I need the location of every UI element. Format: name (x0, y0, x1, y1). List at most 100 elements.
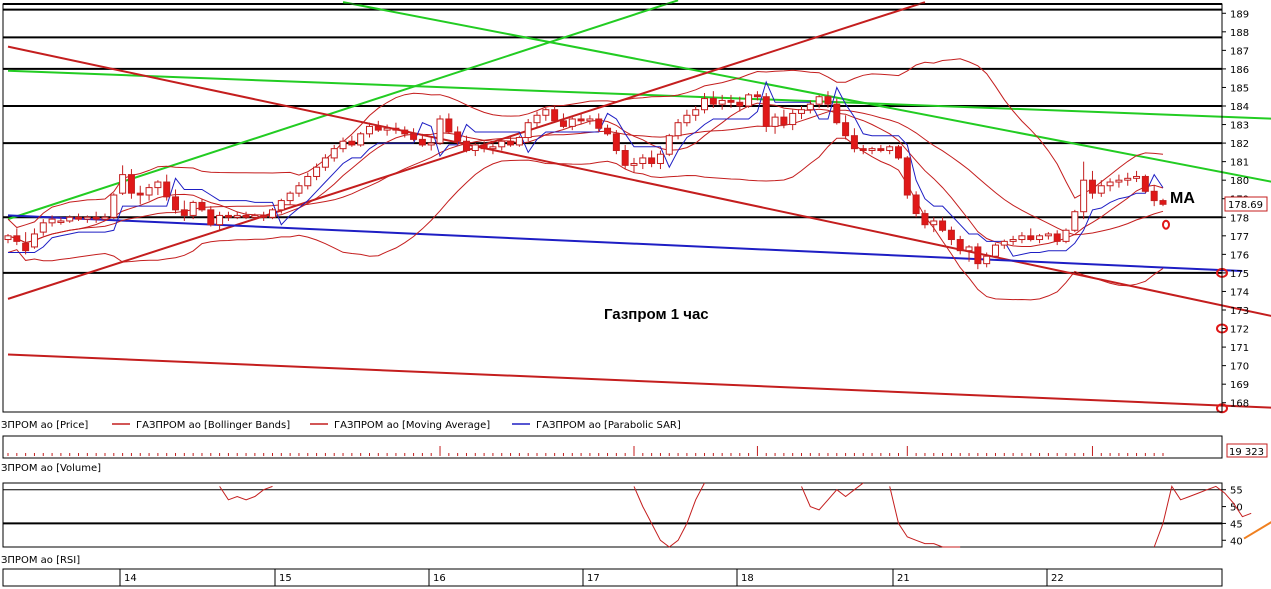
candle-body-down (850, 135, 858, 150)
candle (771, 113, 779, 134)
candle-body-down (947, 229, 955, 241)
candle-body-up (489, 146, 497, 150)
candle (383, 124, 391, 136)
bollinger-lower-line (7, 137, 1164, 301)
last-price-tag: 178.69 (1224, 196, 1268, 212)
candle (850, 128, 858, 153)
candle (727, 94, 735, 108)
candle-body-down (163, 181, 171, 198)
candle-body-down (859, 148, 867, 152)
candle (894, 144, 902, 160)
candle-body-down (595, 118, 603, 129)
candle (401, 126, 409, 138)
price-levels (3, 3, 1222, 274)
candle-body-down (956, 239, 964, 252)
candle-body-down (577, 118, 585, 122)
candle (868, 146, 876, 155)
candle-body-up (815, 96, 823, 105)
candle-body-down (903, 157, 911, 196)
candle-body-up (251, 214, 259, 218)
volume-bars (7, 446, 1164, 456)
time-axis-frame (2, 568, 1223, 587)
time-tick-label: 17 (587, 573, 600, 584)
candle-body-up (295, 185, 303, 194)
candle-body-up (665, 135, 673, 155)
candle (947, 226, 955, 246)
candle (930, 217, 938, 233)
ma-label: MA (1170, 190, 1195, 207)
candle-body-up (515, 137, 523, 146)
candle-body-up (930, 220, 938, 226)
candle-body-up (357, 133, 365, 146)
candle (480, 141, 488, 153)
candle-body-down (604, 127, 612, 135)
candle-body-up (154, 181, 162, 189)
candle-body-down (207, 209, 215, 226)
candle (374, 120, 382, 132)
candle (145, 183, 153, 201)
last-price-value: 178.69 (1228, 200, 1263, 211)
candle-body-down (1150, 190, 1158, 202)
candle (313, 163, 321, 181)
candle-body-up (806, 103, 814, 111)
candle-body-down (727, 99, 735, 103)
candle-body-down (1141, 175, 1149, 192)
candle (66, 215, 74, 223)
candle (75, 213, 83, 221)
candle (83, 215, 91, 223)
time-tick-label: 16 (433, 573, 446, 584)
candle-body-up (286, 192, 294, 202)
price-tick-label: 176 (1230, 250, 1249, 261)
candle (277, 198, 285, 214)
candle (665, 133, 673, 157)
candle (507, 135, 515, 147)
candle-body-down (842, 122, 850, 137)
candle (789, 109, 797, 131)
candle (110, 193, 118, 220)
candle-body-up (533, 114, 541, 124)
time-tick-label: 22 (1051, 573, 1064, 584)
candle-body-down (762, 96, 770, 127)
volume-pane-frame (2, 435, 1223, 459)
candle-body-down (1088, 179, 1096, 194)
candle (127, 169, 135, 199)
candle (1124, 172, 1132, 186)
candle (780, 109, 788, 129)
candle-body-down (22, 242, 30, 252)
candle-body-down (136, 192, 144, 196)
candle-body-up (330, 148, 338, 159)
candle (639, 154, 647, 170)
candle (198, 198, 206, 212)
candle (1009, 235, 1017, 246)
candle (586, 115, 594, 125)
candle-body-down (974, 246, 982, 265)
candle-body-up (524, 122, 532, 139)
candle-body-up (1036, 235, 1044, 241)
candle (304, 172, 312, 190)
candle (286, 191, 294, 205)
rsi-tick-label: 40 (1230, 536, 1243, 547)
candle (339, 137, 347, 153)
candle (692, 106, 700, 121)
candle (903, 156, 911, 199)
candle (674, 118, 682, 140)
candle-body-down (348, 140, 356, 146)
candle (965, 245, 973, 262)
candles (4, 91, 1167, 270)
price-tick-label: 175 (1230, 269, 1249, 280)
candle (551, 106, 559, 123)
candle-body-up (1080, 179, 1088, 213)
price-tick-label: 188 (1230, 28, 1249, 39)
candle-body-up (277, 200, 285, 211)
time-tick-label: 21 (897, 573, 910, 584)
candle-body-down (374, 125, 382, 131)
candle (718, 94, 726, 110)
candle (983, 252, 991, 268)
candle (410, 128, 418, 142)
rsi-line (889, 486, 961, 548)
candle (4, 233, 12, 244)
rsi-forecast-arrow (1243, 521, 1271, 540)
candle (939, 217, 947, 233)
trend-line (342, 1, 1271, 183)
candle (974, 243, 982, 270)
